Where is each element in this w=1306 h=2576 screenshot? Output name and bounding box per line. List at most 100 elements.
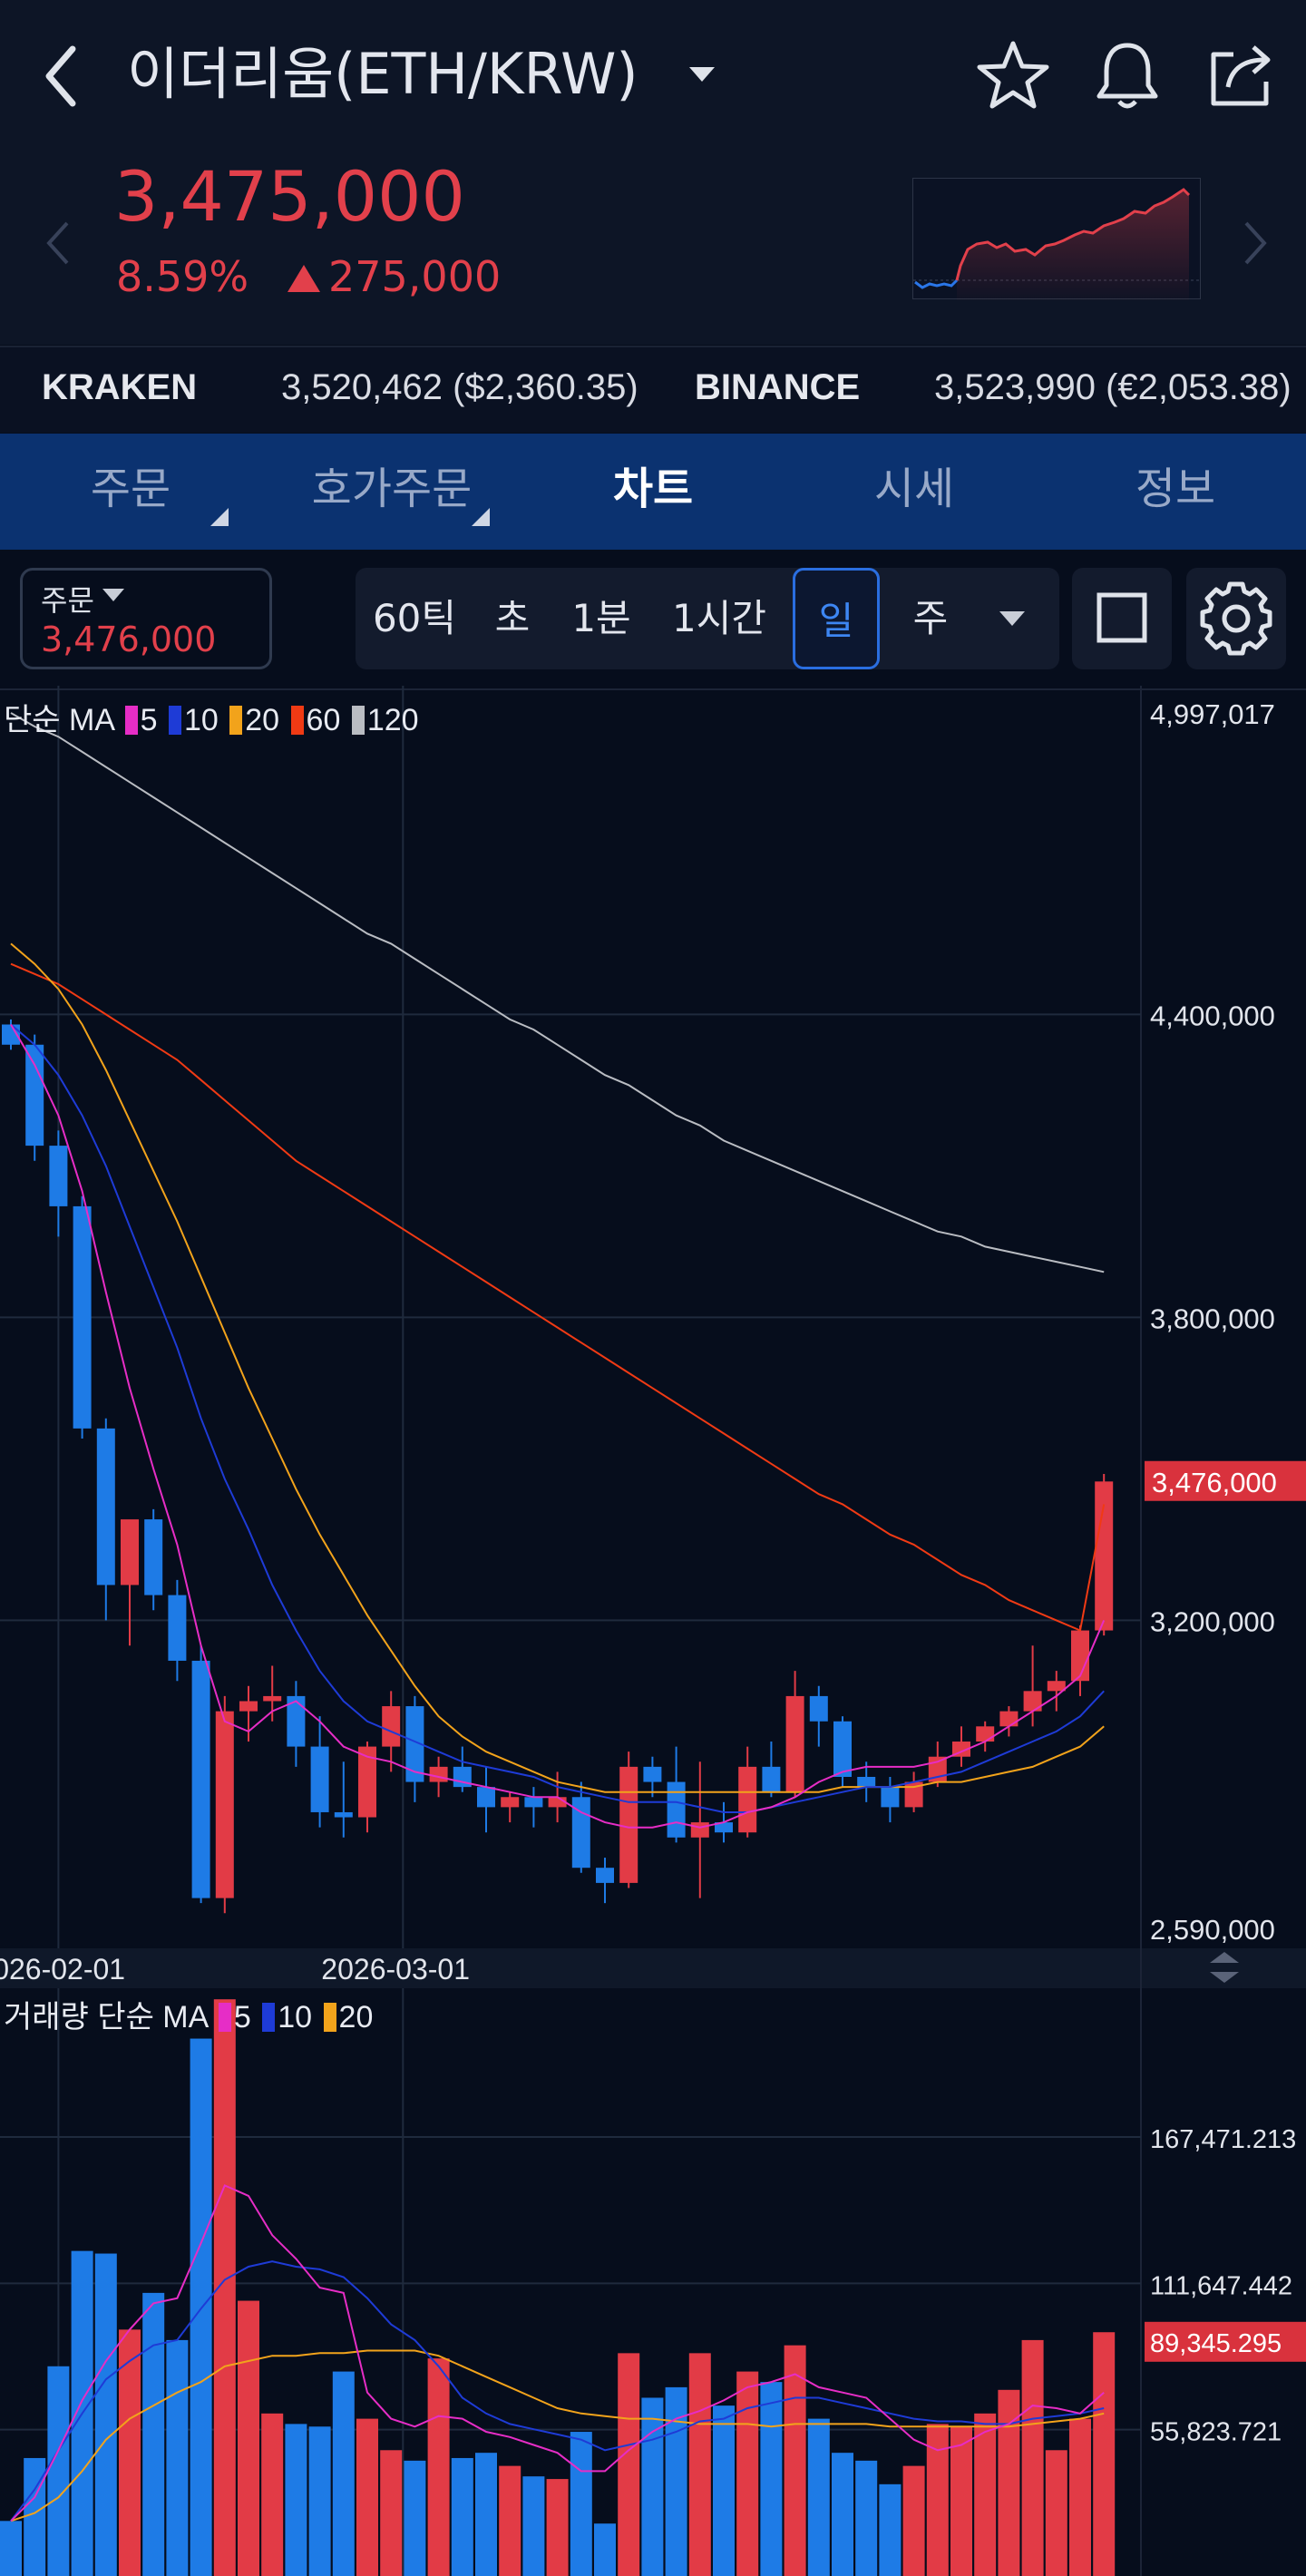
candle-body: [904, 1781, 923, 1808]
volume-bar: [855, 2460, 878, 2576]
timeframe-selector: 60틱 초 1분 1시간 일 주: [356, 568, 1059, 669]
next-coin-icon[interactable]: [1237, 216, 1273, 270]
candle-body: [785, 1695, 804, 1792]
candle-body: [453, 1766, 472, 1788]
ma5-line: [10, 1023, 1106, 1829]
chart-toolbar: 주문 3,476,000 60틱 초 1분 1시간 일 주: [0, 550, 1306, 686]
price-axis-label: 3,200,000: [1150, 1605, 1275, 1637]
volume-bar: [308, 2426, 331, 2576]
coin-title[interactable]: 이더리움(ETH/KRW): [127, 41, 638, 107]
volume-axis-label: 167,471.213: [1150, 2125, 1296, 2154]
candle-body: [334, 1811, 353, 1818]
candle-body: [976, 1726, 995, 1742]
up-triangle-icon: [286, 263, 322, 298]
submenu-indicator-icon: [472, 508, 490, 526]
candle-body: [144, 1519, 163, 1595]
timeframe-second[interactable]: 초: [494, 596, 531, 640]
submenu-indicator-icon: [210, 508, 229, 526]
volume-bar: [356, 2418, 378, 2576]
star-icon[interactable]: [972, 34, 1054, 116]
candle-body: [358, 1746, 376, 1818]
current-price: 3,475,000: [114, 156, 465, 237]
back-icon[interactable]: [36, 38, 91, 111]
candle-body: [121, 1519, 139, 1586]
candle-body: [762, 1766, 781, 1792]
volume-bar: [784, 2345, 806, 2576]
order-price-button[interactable]: 주문 3,476,000: [20, 568, 272, 669]
exchange-name: KRAKEN: [42, 367, 198, 407]
volume-bar: [760, 2382, 783, 2576]
candle-body: [690, 1822, 709, 1838]
prev-coin-icon[interactable]: [40, 216, 76, 270]
tab-label: 정보: [1135, 463, 1216, 514]
current-price-tag: [1145, 1460, 1306, 1501]
volume-bar: [380, 2450, 403, 2576]
main-tabs: 주문 호가주문 차트 시세 정보: [0, 434, 1306, 550]
mini-sparkline: [912, 178, 1202, 300]
timeframe-1min[interactable]: 1분: [571, 596, 631, 640]
volume-bar: [736, 2371, 759, 2576]
timeframe-more-icon[interactable]: [998, 610, 1027, 631]
fullscreen-button[interactable]: [1072, 568, 1172, 669]
current-volume-tag: [1145, 2321, 1306, 2362]
coin-header: 이더리움(ETH/KRW) 3,475,000 8.59% 275,000: [0, 0, 1306, 345]
candle-body: [73, 1205, 92, 1429]
tab-quotes[interactable]: 시세: [784, 434, 1045, 550]
ma5-swatch: [124, 706, 138, 735]
date-axis-band: [0, 1948, 1306, 1988]
change-amount: 275,000: [328, 252, 502, 301]
candle-body: [596, 1868, 614, 1883]
candle-body: [477, 1787, 495, 1808]
tab-chart[interactable]: 차트: [522, 434, 784, 550]
settings-gear-icon[interactable]: [1186, 568, 1286, 669]
volume-bar: [522, 2476, 545, 2576]
share-icon[interactable]: [1201, 34, 1282, 116]
timeframe-1hour[interactable]: 1시간: [671, 596, 766, 640]
volume-bar: [1093, 2332, 1116, 2576]
candle-body: [49, 1146, 68, 1206]
ma-period: 5: [233, 2000, 251, 2034]
tab-orderbook[interactable]: 호가주문: [261, 434, 522, 550]
volume-bar: [546, 2479, 569, 2576]
volume-bar: [451, 2457, 473, 2576]
candlestick-chart[interactable]: 4,997,017 4,400,000 3,800,000 3,200,000 2,59…: [0, 686, 1306, 2576]
dropdown-caret-icon[interactable]: [687, 65, 716, 87]
tab-order[interactable]: 주문: [0, 434, 261, 550]
ma-period: 10: [183, 703, 219, 737]
tab-info[interactable]: 정보: [1045, 434, 1306, 550]
candle-body: [1023, 1691, 1042, 1712]
timeframe-week[interactable]: 주: [912, 596, 949, 640]
current-price-tag-label: 3,476,000: [1152, 1467, 1277, 1498]
chevron-down-icon: [101, 587, 126, 607]
candle-body: [548, 1797, 567, 1808]
vol-ma20-line: [10, 2349, 1105, 2522]
candle-body: [881, 1787, 900, 1808]
candle-body: [429, 1766, 448, 1782]
candle-body: [96, 1428, 115, 1586]
volume-axis-label: 111,647.442: [1150, 2271, 1292, 2300]
candle-body: [667, 1781, 686, 1838]
price-chart-area[interactable]: 4,997,017 4,400,000 3,800,000 3,200,000 2,59…: [0, 686, 1306, 2576]
volume-bar: [688, 2353, 711, 2576]
ma-period: 20: [245, 703, 280, 737]
current-volume-tag-label: 89,345.295: [1150, 2329, 1282, 2358]
pane-resize-up-icon: [1210, 1952, 1239, 1963]
timeframe-60tick[interactable]: 60틱: [372, 596, 457, 640]
price-axis-label: 2,590,000: [1150, 1914, 1275, 1946]
volume-bar: [879, 2483, 902, 2576]
ma20-line: [10, 942, 1105, 1793]
candle-body: [25, 1044, 44, 1147]
candle-body: [857, 1776, 876, 1788]
vol-ma5-line: [10, 2184, 1105, 2522]
volume-bar: [213, 1999, 236, 2576]
bell-icon[interactable]: [1087, 34, 1168, 116]
volume-bar: [902, 2465, 925, 2576]
volume-bar: [641, 2397, 664, 2576]
volume-bar: [285, 2424, 307, 2576]
volume-ma-legend-label: 거래량 단순 MA: [4, 2000, 208, 2034]
timeframe-day[interactable]: 일: [793, 568, 880, 669]
candle-body: [1095, 1481, 1114, 1631]
candle-body: [524, 1797, 543, 1808]
volume-bar: [1069, 2418, 1091, 2576]
candle-body: [999, 1711, 1018, 1727]
